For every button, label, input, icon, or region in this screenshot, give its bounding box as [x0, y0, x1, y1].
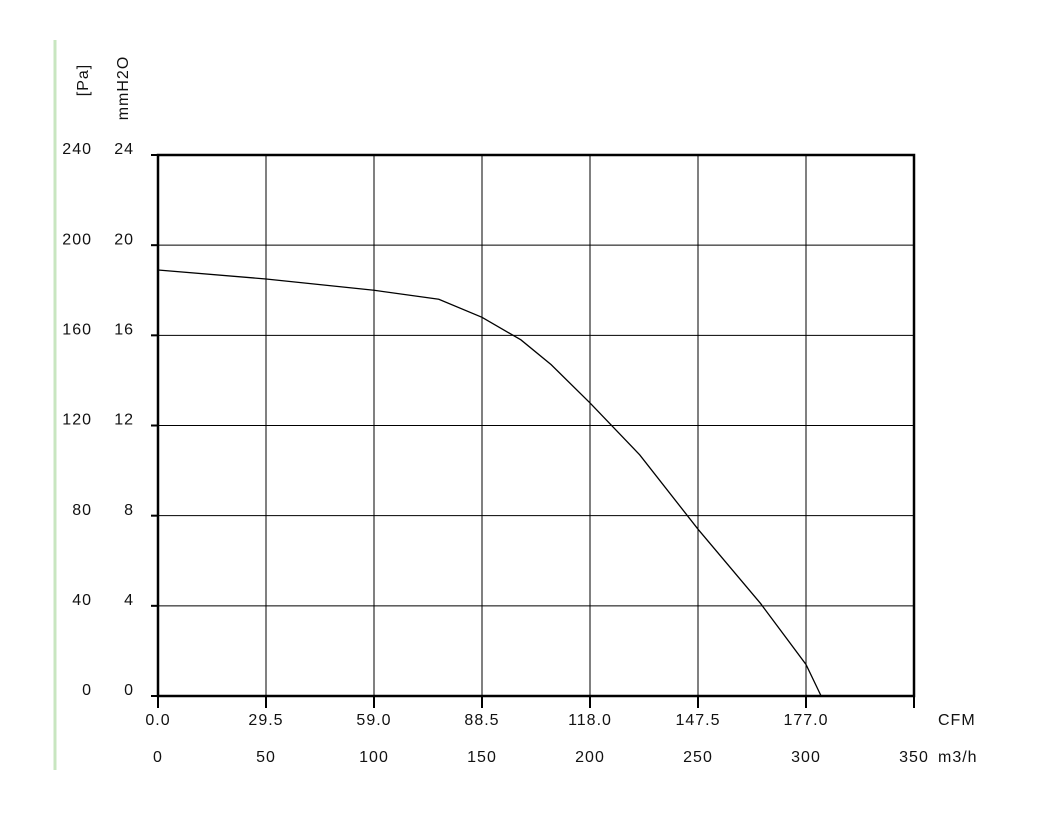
plot-frame [156, 153, 916, 698]
y-tick-label: 160 [62, 322, 92, 339]
x-tick-label: 0 [153, 749, 163, 766]
y2-tick-label: 12 [114, 412, 134, 429]
y2-tick-label: 20 [114, 231, 134, 248]
y2-axis-label: mmH2O [115, 56, 132, 121]
x-tick-label: 200 [575, 749, 605, 766]
x-tick-label: 50 [256, 749, 276, 766]
y-tick-label: 40 [72, 592, 92, 609]
x2-tick-label: 0.0 [145, 712, 170, 729]
x2-axis-label: CFM [938, 712, 976, 729]
y-tick-label: 240 [62, 141, 92, 158]
y-tick-label: 200 [62, 231, 92, 248]
y-axis-label: [Pa] [75, 64, 92, 96]
x-axis-label: m3/h [938, 749, 978, 766]
x2-tick-label: 29.5 [248, 712, 283, 729]
y2-tick-label: 24 [114, 141, 134, 158]
x2-tick-label: 118.0 [568, 712, 612, 729]
x2-tick-label: 147.5 [675, 712, 720, 729]
x-tick-label: 350 [899, 749, 929, 766]
fan-curve [157, 269, 822, 697]
x-tick-label: 100 [359, 749, 389, 766]
x2-tick-label: 88.5 [464, 712, 499, 729]
x-tick-label: 250 [683, 749, 713, 766]
y-tick-label: 120 [62, 412, 92, 429]
y-tick-label: 0 [82, 682, 92, 699]
y-tick-label: 80 [72, 502, 92, 519]
x2-tick-label: 59.0 [356, 712, 391, 729]
x-tick-label: 300 [791, 749, 821, 766]
y2-tick-label: 8 [124, 502, 134, 519]
y2-tick-label: 0 [124, 682, 134, 699]
x2-tick-label: 177.0 [783, 712, 828, 729]
y2-tick-label: 16 [114, 322, 134, 339]
y2-tick-label: 4 [124, 592, 134, 609]
x-tick-label: 150 [467, 749, 497, 766]
